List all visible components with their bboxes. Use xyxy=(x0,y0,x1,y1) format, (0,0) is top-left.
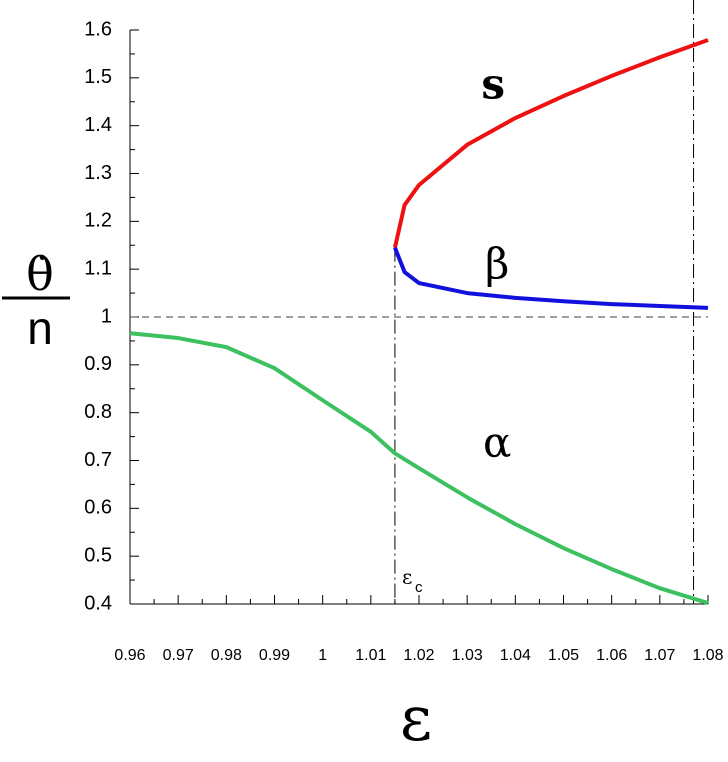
y-tick-label: 0.7 xyxy=(84,449,112,471)
x-tick-label: 1.02 xyxy=(403,647,434,664)
y-tick-label: 1.3 xyxy=(84,162,112,184)
y-tick-label: 1.1 xyxy=(84,257,112,279)
series-line xyxy=(393,246,709,310)
y-label-numerator: θ̇ xyxy=(26,247,54,301)
annotation-text: ε xyxy=(402,565,412,589)
x-tick-label: 1 xyxy=(318,647,327,664)
y-label-denominator: n xyxy=(27,302,53,354)
x-tick-label: 1.01 xyxy=(355,647,386,664)
y-tick-label: 1.2 xyxy=(84,210,112,232)
series-line xyxy=(392,38,709,249)
y-tick-label: 0.5 xyxy=(84,544,112,566)
x-tick-label: 0.96 xyxy=(114,647,145,664)
y-tick-label: 1.6 xyxy=(84,18,112,40)
x-tick-label: 1.04 xyxy=(500,647,531,664)
x-tick-label: 0.97 xyxy=(163,647,194,664)
x-tick-label: 1.03 xyxy=(452,647,483,664)
y-tick-label: 1.5 xyxy=(84,66,112,88)
series-label: s xyxy=(481,59,505,108)
x-tick-label: 1.05 xyxy=(548,647,579,664)
y-tick-label: 0.9 xyxy=(84,353,112,375)
y-tick-label: 1.4 xyxy=(84,114,112,136)
y-tick-label: 0.6 xyxy=(84,497,112,519)
y-tick-label: 0.8 xyxy=(84,401,112,423)
y-tick-label: 0.4 xyxy=(84,592,112,614)
series-line xyxy=(129,331,709,605)
x-label: ε xyxy=(400,682,432,755)
x-tick-label: 0.98 xyxy=(211,647,242,664)
annotation: ε c xyxy=(402,565,423,596)
series-label: β xyxy=(485,239,509,288)
x-tick-label: 1.07 xyxy=(644,647,675,664)
x-tick-label: 0.99 xyxy=(259,647,290,664)
series-label: α xyxy=(483,418,511,467)
x-tick-label: 1.08 xyxy=(692,647,723,664)
annotation-sub: c xyxy=(415,579,423,596)
y-tick-label: 1 xyxy=(101,305,112,327)
x-tick-label: 1.06 xyxy=(596,647,627,664)
